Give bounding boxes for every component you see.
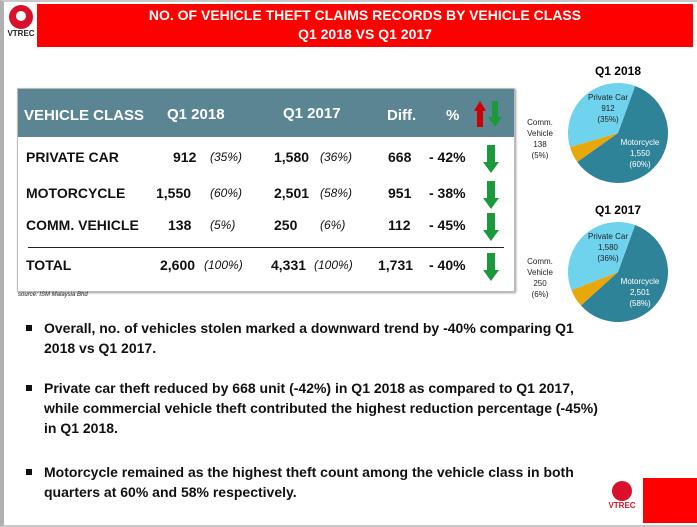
pie-slice-comm-vehicle [570, 133, 618, 162]
cell-q18p: (60%) [210, 186, 243, 200]
down-arrow-icon [483, 213, 499, 241]
bullet-2: Private car theft reduced by 668 unit (-… [26, 378, 598, 438]
pie-label: Motorcycle [621, 277, 660, 286]
cell-diff: 951 [388, 185, 412, 201]
pie-label: Private Car [588, 93, 628, 102]
pie-label: Vehicle [527, 268, 553, 277]
cell-diff: 112 [388, 217, 411, 233]
col-percent: % [446, 107, 460, 124]
cell-q18: 912 [173, 149, 197, 165]
pie-label: Comm. [527, 118, 553, 127]
col-vehicle-class: VEHICLE CLASS [24, 107, 145, 124]
cell-pct: - 38% [429, 185, 466, 201]
pie-label: Comm. [527, 257, 553, 266]
cell-q18: 138 [168, 217, 192, 233]
cell-q17: 4,331 [271, 257, 307, 273]
pie-label: (6%) [532, 290, 549, 299]
pie-label: 1,550 [630, 149, 651, 158]
pie-slice-motorcycle [577, 86, 668, 183]
cell-q17p: (100%) [314, 258, 353, 272]
pie-label: (60%) [629, 160, 651, 169]
pie-slice-private-car [568, 82, 636, 148]
pie-label: 2,501 [630, 288, 651, 297]
vtrec-logo: VTREC [5, 5, 37, 38]
theft-table: VEHICLE CLASS Q1 2018 Q1 2017 Diff. % PR… [17, 88, 515, 292]
col-diff: Diff. [387, 107, 417, 124]
pie-label: (36%) [597, 254, 619, 263]
cell-cls: MOTORCYCLE [26, 185, 126, 201]
cell-q17: 2,501 [274, 185, 310, 201]
pie-label: Private Car [588, 232, 628, 241]
cell-pct: - 40% [429, 257, 466, 273]
table-header: VEHICLE CLASS Q1 2018 Q1 2017 Diff. % [18, 89, 514, 137]
cell-pct: - 42% [429, 149, 466, 165]
cell-q18p: (5%) [210, 218, 236, 232]
pie-slice-motorcycle [580, 225, 668, 322]
pie-charts: Motorcycle 1,550 (60%) Comm. Vehicle 138 (5%) P… [527, 82, 668, 322]
source-note: source: ISM Malaysia Bhd [18, 292, 88, 298]
pie-title-2018: Q1 2018 [594, 64, 642, 78]
col-q1-2018: Q1 2018 [167, 106, 225, 123]
cell-q17p: (6%) [320, 218, 346, 232]
pie-label: (35%) [597, 115, 619, 124]
pie-label: 250 [533, 279, 547, 288]
pie-title-2017: Q1 2017 [594, 203, 642, 217]
cell-q17p: (36%) [320, 150, 353, 164]
cell-q18: 1,550 [156, 185, 192, 201]
bullet-1: Overall, no. of vehicles stolen marked a… [26, 318, 598, 358]
cell-q18p: (35%) [210, 150, 243, 164]
bullet-3: Motorcycle remained as the highest theft… [26, 462, 598, 502]
down-arrow-icon [483, 253, 499, 281]
pie-slice-private-car [568, 222, 636, 291]
down-arrow-icon [483, 181, 499, 209]
title-line-1: NO. OF VEHICLE THEFT CLAIMS RECORDS BY V… [148, 7, 582, 23]
pie-slice-comm-vehicle [571, 272, 618, 306]
cell-diff: 668 [388, 149, 412, 165]
table-row: COMM. VEHICLE 138 (5%) 250 (6%) 112 - 45% [18, 213, 514, 245]
cell-q17p: (58%) [320, 186, 353, 200]
pie-label: Vehicle [527, 129, 553, 138]
down-arrow-icon [483, 145, 499, 173]
total-divider [28, 247, 504, 248]
cell-q17: 250 [274, 217, 298, 233]
cell-diff: 1,731 [378, 257, 414, 273]
vtrec-footer-logo: VTREC [604, 481, 640, 510]
table-row: MOTORCYCLE 1,550 (60%) 2,501 (58%) 951 - 38% [18, 181, 514, 213]
cell-q17: 1,580 [274, 149, 310, 165]
pie-label: (58%) [629, 299, 651, 308]
cell-cls: PRIVATE CAR [26, 149, 119, 165]
pie-label: Motorcycle [621, 138, 660, 147]
cell-q18p: (100%) [204, 258, 243, 272]
title-line-2: Q1 2018 VS Q1 2017 [298, 26, 432, 42]
total-row: TOTAL 2,600 (100%) 4,331 (100%) 1,731 - 40% [18, 253, 514, 285]
cell-q18: 2,600 [160, 257, 196, 273]
col-q1-2017: Q1 2017 [283, 105, 341, 122]
pie-label: 138 [533, 140, 547, 149]
slide-title: NO. OF VEHICLE THEFT CLAIMS RECORDS BY V… [37, 4, 693, 47]
pie-label: (5%) [532, 151, 549, 160]
pie-label: 912 [601, 104, 615, 113]
up-down-arrows-icon [474, 101, 502, 127]
pie-label: 1,580 [598, 243, 619, 252]
cell-cls: TOTAL [26, 257, 72, 273]
cell-pct: - 45% [429, 217, 466, 233]
footer-red-block [643, 478, 697, 523]
table-row: PRIVATE CAR 912 (35%) 1,580 (36%) 668 - 42% [18, 145, 514, 177]
cell-cls: COMM. VEHICLE [26, 217, 139, 233]
